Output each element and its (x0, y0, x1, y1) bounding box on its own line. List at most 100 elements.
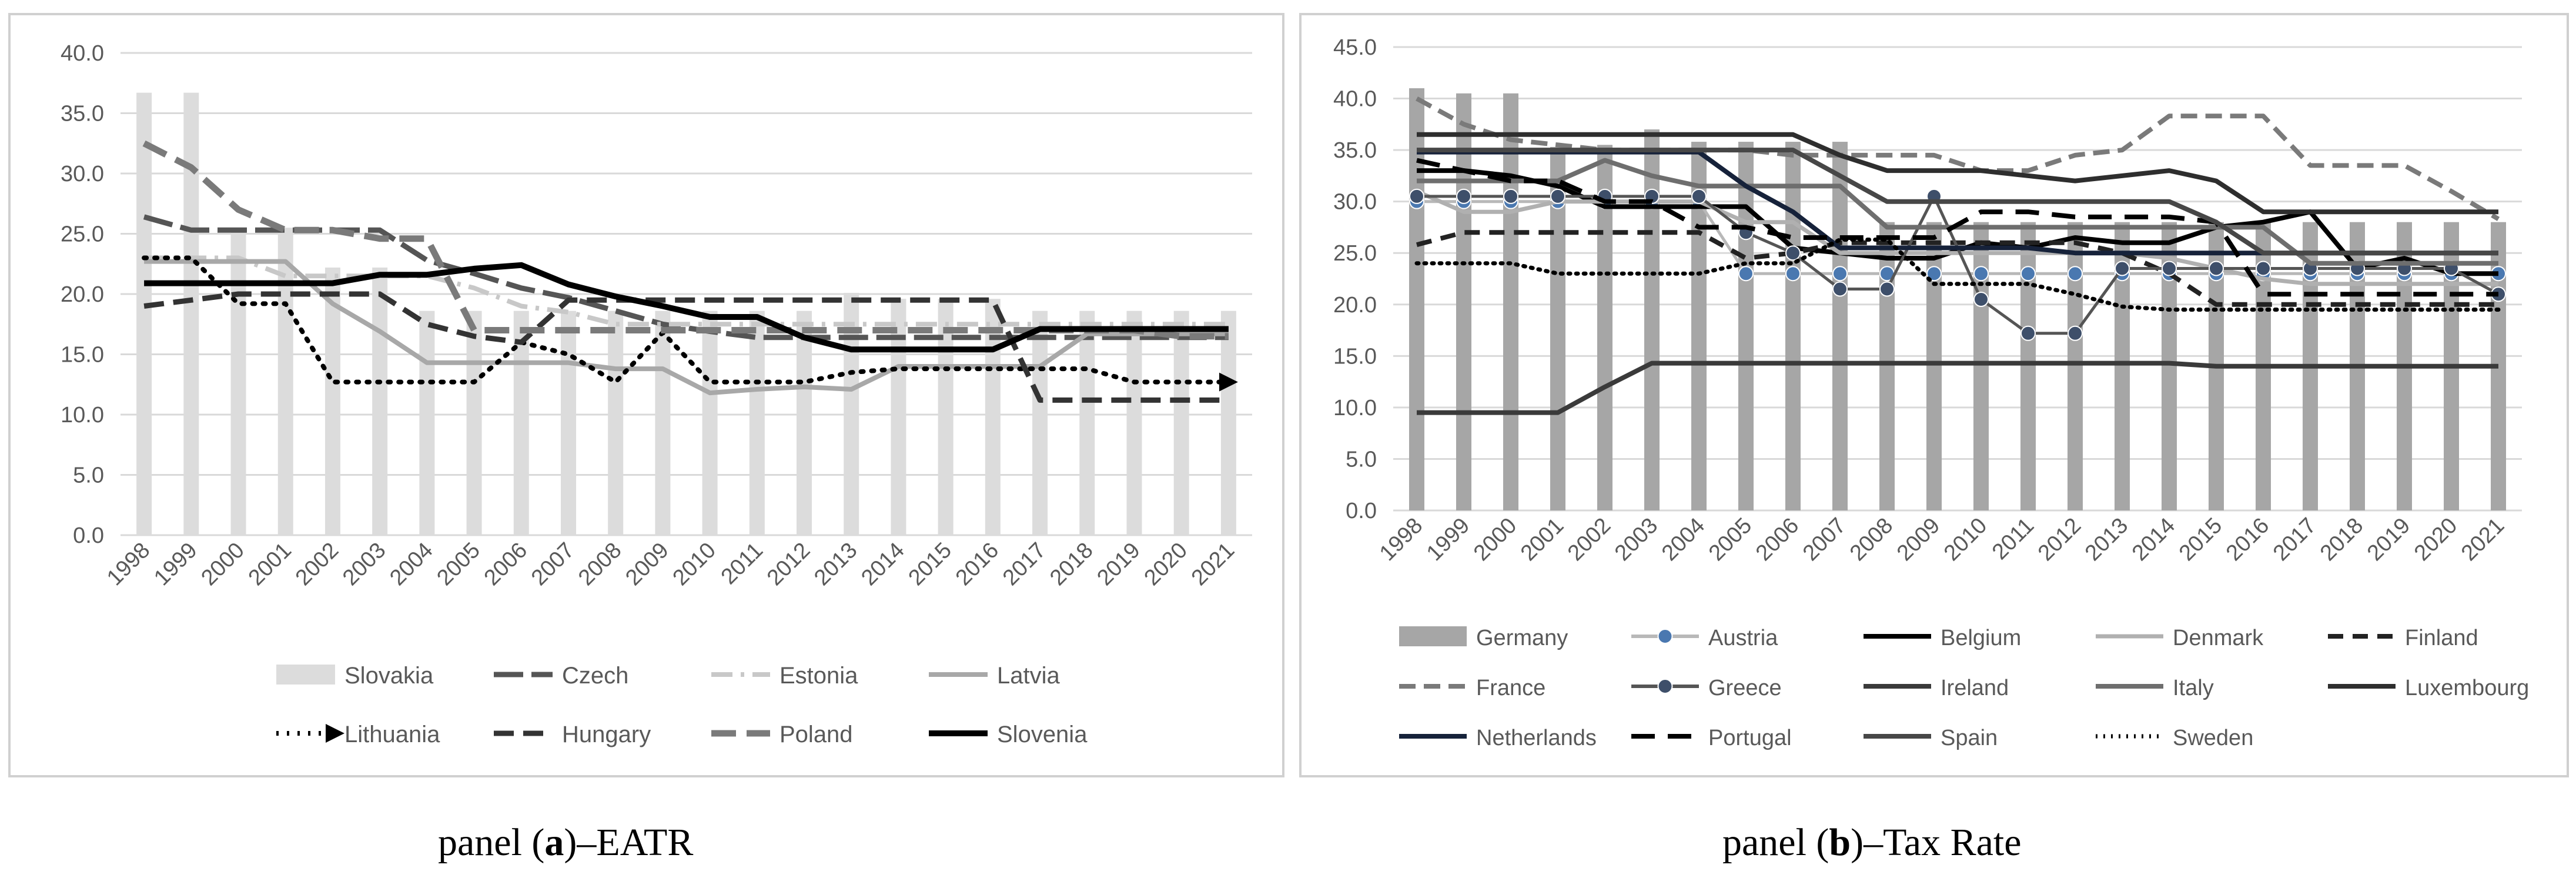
panel-a-x-tick-label: 2002 (291, 538, 343, 590)
panel-a-x-tick-label: 2007 (527, 538, 579, 590)
panel-b-x-tick-label: 2019 (2363, 513, 2415, 566)
panel-a-x-tick-label: 2012 (762, 538, 815, 590)
caption-panel-b: panel (b)–Tax Rate (1722, 821, 2022, 864)
panel-b-point-greece (2068, 325, 2083, 341)
panel-b-x-tick-label: 2003 (1610, 513, 1662, 566)
panel-a-x-tick-label: 2006 (480, 538, 532, 590)
panel-a-bar-slovakia (938, 299, 954, 535)
panel-b-x-tick-label: 2012 (2033, 513, 2086, 566)
panel-a-bar-slovakia (136, 92, 152, 535)
chart-panel-b: 0.0 5.0 10.0 15.0 20.0 25.0 30.0 35.0 40.0 45.0 19… (1333, 35, 2529, 750)
panel-a-bar-slovakia (655, 311, 671, 535)
caption-panel-a: panel (a)–EATR (438, 821, 694, 864)
panel-a-bar-slovakia (985, 299, 1001, 535)
panel-b-x-tick-label: 2009 (1892, 513, 1945, 566)
panel-b-series-denmark (1416, 189, 2498, 286)
panel-b-y-tick-label: 10.0 (1333, 396, 1377, 420)
panel-a-bar-slovakia (372, 267, 388, 535)
panel-a-y-tick-label: 10.0 (61, 403, 104, 428)
panel-a-x-tick-label: 2008 (574, 538, 626, 590)
panel-b-x-tick-label: 2000 (1469, 513, 1521, 566)
panel-b-x-tick-label: 2004 (1657, 513, 1709, 566)
panel-a-bar-slovakia (1173, 311, 1189, 535)
panel-a-y-tick-label: 30.0 (61, 162, 104, 186)
panel-b-x-tick-label: 2006 (1751, 513, 1804, 566)
panel-a-bar-slovakia (797, 311, 812, 535)
panel-b-x-tick-label: 2010 (1939, 513, 1992, 566)
panel-b-x-tick-label: 2021 (2457, 513, 2509, 566)
panel-b-point-greece (2115, 261, 2130, 276)
panel-a-series-czech (143, 214, 1229, 340)
panel-b-point-greece (1409, 188, 1424, 204)
panel-b-series-ireland (1417, 360, 2498, 415)
panel-a-bar-slovakia (230, 228, 246, 535)
panel-a-x-tick-label: 1998 (102, 538, 155, 590)
panel-a-bar-slovakia (419, 311, 435, 535)
panel-b-legend-label-spain: Spain (1941, 726, 1998, 750)
panel-b-point-austria (2020, 266, 2036, 282)
panel-b-legend-label-sweden: Sweden (2173, 726, 2253, 750)
panel-a-x-tick-label: 2001 (244, 538, 296, 590)
panel-a-series-poland (142, 140, 1229, 340)
panel-b-point-greece (1456, 188, 1471, 204)
panel-b-x-tick-label: 2007 (1798, 513, 1851, 566)
panel-a-x-tick-label: 2020 (1140, 538, 1192, 590)
panel-b-y-tick-label: 30.0 (1333, 190, 1377, 215)
panel-a-legend-swatch-slovakia (276, 665, 335, 685)
panel-b-point-greece (2162, 261, 2177, 276)
panel-a-x-tick-label: 2014 (857, 538, 909, 590)
panel-a-legend-label-czech: Czech (562, 663, 628, 689)
panel-a-frame (8, 13, 1284, 777)
panel-a-bar-slovakia (891, 299, 906, 535)
panel-b-bar-germany (1785, 142, 1801, 510)
panel-b-legend-label-belgium: Belgium (1941, 626, 2021, 650)
panel-b-point-austria (1785, 266, 1801, 282)
panel-b-y-tick-label: 5.0 (1346, 447, 1377, 472)
panel-b-legend-label-ireland: Ireland (1941, 676, 2009, 700)
panel-b-point-greece (1785, 245, 1801, 261)
panel-a-bar-slovakia (702, 311, 718, 535)
panel-a-y-tick-label: 20.0 (61, 282, 104, 307)
panel-a-x-tick-label: 2003 (338, 538, 390, 590)
panel-a-bar-slovakia (1220, 311, 1236, 535)
panel-b-bar-germany (2020, 222, 2036, 510)
panel-a-x-tick-label: 1999 (149, 538, 202, 590)
panel-a-bar-slovakia (1126, 311, 1142, 535)
panel-b-legend-label-netherlands: Netherlands (1476, 726, 1597, 750)
panel-b-bar-germany (1503, 93, 1518, 511)
panel-a-x-tick-label: 2005 (432, 538, 484, 590)
panel-b-x-tick-label: 2015 (2174, 513, 2227, 566)
panel-b-x-tick-label: 2005 (1704, 513, 1757, 566)
panel-b-x-tick-label: 2002 (1563, 513, 1615, 566)
panel-b-bar-germany (1832, 142, 1848, 510)
panel-a-bar-slovakia (324, 267, 340, 535)
panel-a-legend-label-lithuania: Lithuania (344, 722, 440, 747)
panel-b-y-tick-label: 25.0 (1333, 241, 1377, 266)
panel-b-legend-label-france: France (1476, 676, 1545, 700)
panel-b-legend-label-italy: Italy (2173, 676, 2214, 700)
panel-a-bar-slovakia (277, 228, 293, 535)
panel-b-point-greece (1832, 281, 1848, 297)
panel-b-point-greece (1973, 292, 1989, 308)
panel-a-x-tick-label: 2010 (668, 538, 720, 590)
panel-b-x-tick-label: 1998 (1375, 513, 1427, 566)
panel-b-x-tick-label: 2020 (2410, 513, 2462, 566)
chart-panel-a: 0.0 5.0 10.0 15.0 20.0 25.0 30.0 35.0 40.0 199819… (61, 41, 1252, 747)
panel-a-series-lithuania (142, 255, 1238, 392)
panel-a-series-estonia (144, 255, 1229, 327)
panel-a-y-tick-label: 5.0 (73, 463, 104, 488)
panel-a-legend-label-poland: Poland (780, 722, 853, 747)
panel-b-point-austria (2068, 266, 2083, 282)
panel-a-x-tick-label: 2021 (1187, 538, 1239, 590)
panel-a-x-tick-label: 2009 (621, 538, 673, 590)
panel-a-legend-label-latvia: Latvia (997, 663, 1060, 689)
panel-b-x-tick-label: 2001 (1516, 513, 1568, 566)
panel-b-x-tick-label: 1999 (1422, 513, 1474, 566)
panel-b-legend-label-finland: Finland (2405, 626, 2478, 650)
panel-a-bar-slovakia (466, 311, 482, 535)
panel-b-bar-germany (1926, 222, 1942, 510)
panel-b-y-tick-label: 20.0 (1333, 293, 1377, 318)
panel-a-legend-label-hungary: Hungary (562, 722, 651, 747)
panel-b-y-tick-label: 0.0 (1346, 499, 1377, 523)
